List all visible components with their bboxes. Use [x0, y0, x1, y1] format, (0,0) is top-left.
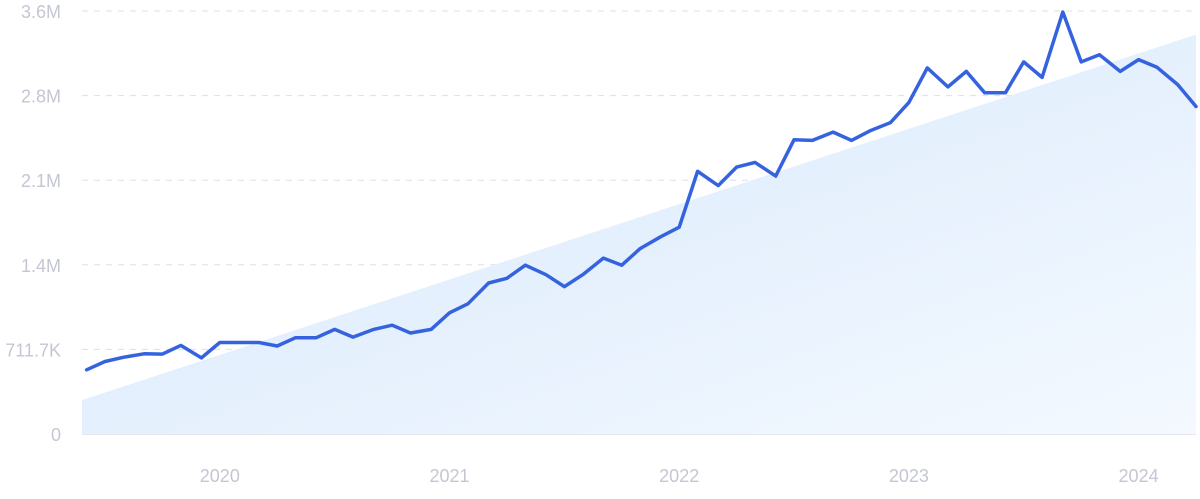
x-tick-label: 2021: [429, 466, 469, 486]
trend-area-fill: [82, 34, 1196, 434]
series-line-0: [84, 10, 1198, 372]
y-axis: 0 711.7K 1.4M 2.1M 2.8M 3.6M: [5, 2, 61, 445]
x-tick-label: 2023: [889, 466, 929, 486]
x-tick-label: 2020: [200, 466, 240, 486]
y-tick-label: 0: [51, 425, 61, 445]
y-tick-label: 1.4M: [21, 256, 61, 276]
x-tick-label: 2024: [1119, 466, 1159, 486]
x-axis: 2020 2021 2022 2023 2024: [200, 466, 1159, 486]
x-tick-label: 2022: [659, 466, 699, 486]
y-tick-label: 3.6M: [21, 2, 61, 22]
series-layer: [84, 10, 1198, 372]
trend-area: [82, 34, 1196, 434]
y-tick-label: 2.1M: [21, 171, 61, 191]
y-tick-label: 711.7K: [5, 340, 61, 360]
y-tick-label: 2.8M: [21, 87, 61, 107]
